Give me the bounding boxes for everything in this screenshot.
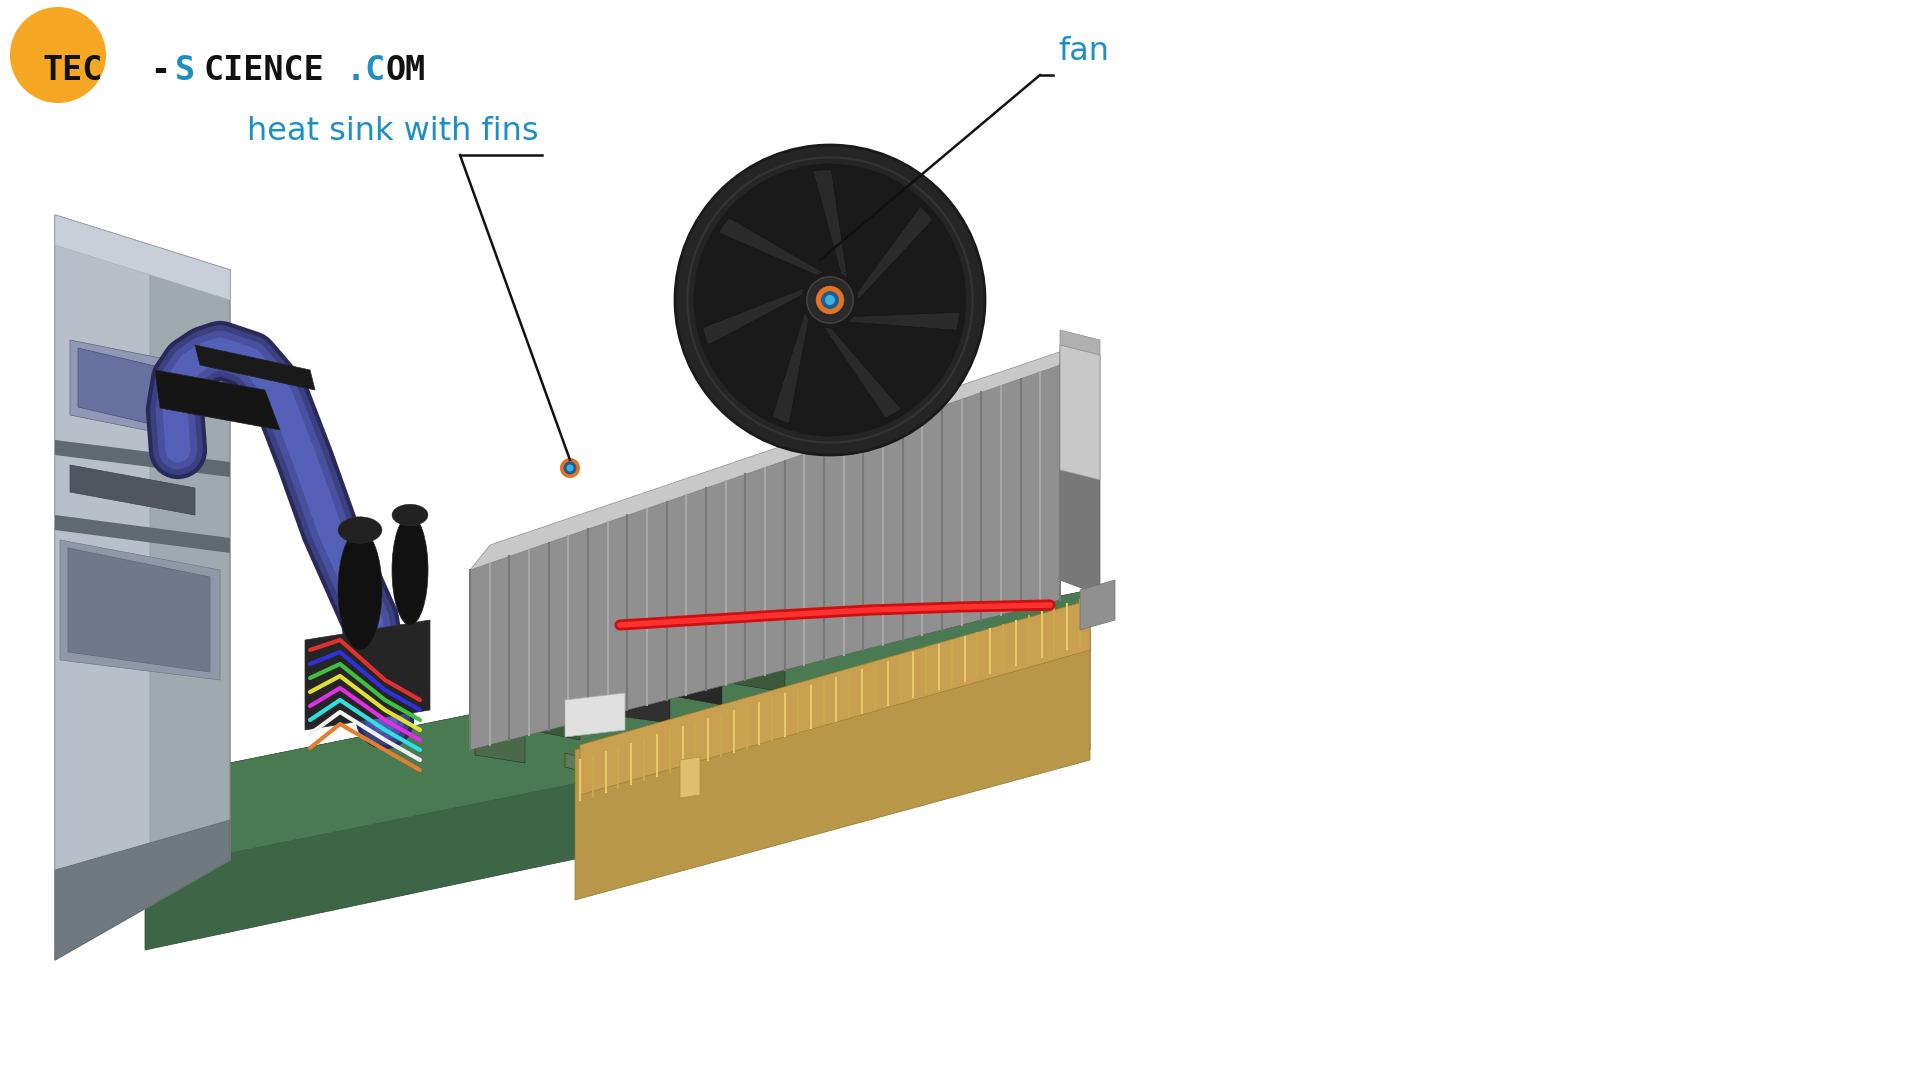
Polygon shape bbox=[56, 215, 150, 960]
Polygon shape bbox=[856, 206, 933, 300]
Polygon shape bbox=[79, 348, 184, 432]
Polygon shape bbox=[580, 600, 1091, 795]
Polygon shape bbox=[474, 725, 524, 762]
Ellipse shape bbox=[338, 517, 382, 543]
Polygon shape bbox=[470, 365, 1060, 750]
Polygon shape bbox=[56, 820, 230, 960]
Ellipse shape bbox=[561, 458, 580, 478]
Polygon shape bbox=[470, 345, 1079, 570]
Polygon shape bbox=[305, 620, 430, 730]
Polygon shape bbox=[472, 685, 507, 713]
Circle shape bbox=[10, 6, 106, 103]
Ellipse shape bbox=[338, 530, 382, 650]
Text: CIENCE: CIENCE bbox=[204, 54, 324, 86]
Polygon shape bbox=[574, 600, 1091, 900]
Ellipse shape bbox=[822, 291, 839, 309]
Polygon shape bbox=[56, 215, 230, 300]
Polygon shape bbox=[1060, 345, 1100, 480]
Polygon shape bbox=[69, 340, 196, 440]
Ellipse shape bbox=[806, 276, 852, 323]
Polygon shape bbox=[611, 685, 670, 723]
Polygon shape bbox=[772, 312, 808, 423]
Polygon shape bbox=[564, 693, 626, 737]
Polygon shape bbox=[735, 656, 785, 692]
Ellipse shape bbox=[676, 145, 985, 455]
Polygon shape bbox=[540, 708, 580, 740]
Polygon shape bbox=[1060, 330, 1100, 355]
Polygon shape bbox=[718, 218, 824, 275]
Ellipse shape bbox=[826, 295, 835, 305]
Text: .C: .C bbox=[346, 54, 386, 86]
Text: TEC: TEC bbox=[42, 54, 102, 86]
Text: -: - bbox=[150, 54, 169, 86]
Polygon shape bbox=[56, 215, 230, 960]
Text: OM: OM bbox=[386, 54, 426, 86]
Polygon shape bbox=[703, 288, 804, 346]
Polygon shape bbox=[60, 540, 221, 680]
Ellipse shape bbox=[392, 504, 428, 526]
Ellipse shape bbox=[693, 163, 966, 436]
Ellipse shape bbox=[563, 461, 576, 474]
Ellipse shape bbox=[566, 464, 574, 472]
Polygon shape bbox=[680, 757, 701, 798]
Polygon shape bbox=[196, 345, 315, 390]
Polygon shape bbox=[56, 440, 230, 477]
Polygon shape bbox=[69, 465, 196, 515]
Polygon shape bbox=[564, 753, 595, 775]
Polygon shape bbox=[67, 548, 209, 672]
Polygon shape bbox=[1079, 580, 1116, 630]
Polygon shape bbox=[678, 673, 722, 705]
Ellipse shape bbox=[816, 286, 845, 314]
Ellipse shape bbox=[392, 515, 428, 625]
Ellipse shape bbox=[816, 286, 845, 314]
Polygon shape bbox=[1060, 345, 1100, 595]
Polygon shape bbox=[847, 312, 960, 330]
Text: S: S bbox=[175, 54, 194, 86]
Text: fan: fan bbox=[1058, 36, 1110, 67]
Polygon shape bbox=[146, 590, 1091, 950]
Polygon shape bbox=[146, 590, 1091, 870]
Polygon shape bbox=[814, 170, 847, 279]
Polygon shape bbox=[56, 515, 230, 553]
Polygon shape bbox=[824, 327, 900, 418]
Polygon shape bbox=[518, 673, 541, 696]
Text: heat sink with fins: heat sink with fins bbox=[248, 116, 540, 147]
Polygon shape bbox=[156, 370, 280, 430]
